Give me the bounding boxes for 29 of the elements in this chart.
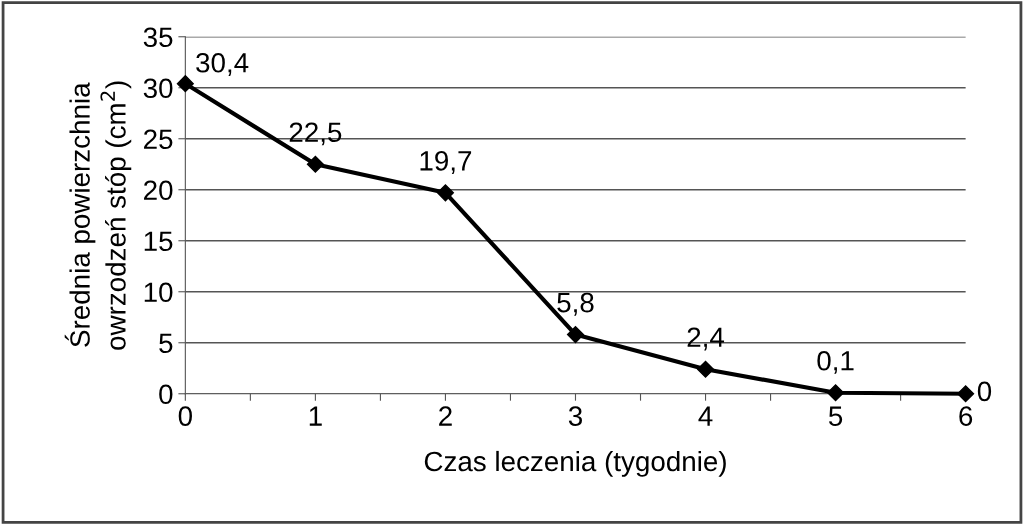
- x-tick-label: 2: [439, 406, 452, 426]
- text: 0,1: [817, 350, 854, 374]
- point: [306, 155, 324, 173]
- text: 30,4: [196, 52, 249, 76]
- y-tick-label: 5: [159, 333, 173, 354]
- y-tick-label: 20: [144, 180, 173, 201]
- y-tick-label: 15: [144, 231, 173, 252]
- x-axis-title: Czas leczenia (tygodnie): [424, 450, 726, 477]
- y-tick-label: 30: [143, 78, 173, 99]
- text: 0: [977, 381, 992, 402]
- point: [827, 384, 845, 402]
- x-tick-label: 1: [309, 406, 322, 426]
- y-tick-label: 25: [144, 129, 173, 150]
- x-tick-label: 4: [698, 406, 713, 426]
- y-tick-label: 35: [143, 27, 173, 48]
- y-tick-label: 0: [159, 384, 173, 405]
- point: [696, 360, 715, 378]
- x-tick-label: 0: [178, 406, 192, 426]
- y-tick-label: 10: [144, 282, 173, 303]
- text: 19,7: [420, 150, 472, 174]
- x-tick-label: 6: [959, 406, 973, 426]
- x-tick-label: 5: [828, 406, 843, 426]
- text: 5,8: [557, 292, 594, 316]
- x-tick-label: 3: [568, 406, 582, 426]
- y-axis-title: Średnia powierzchnia owrzodzeń stóp (cm$^{2}$): [64, 81, 132, 350]
- point: [566, 326, 585, 344]
- point: [176, 75, 194, 93]
- point: [957, 385, 975, 403]
- point: [436, 184, 454, 202]
